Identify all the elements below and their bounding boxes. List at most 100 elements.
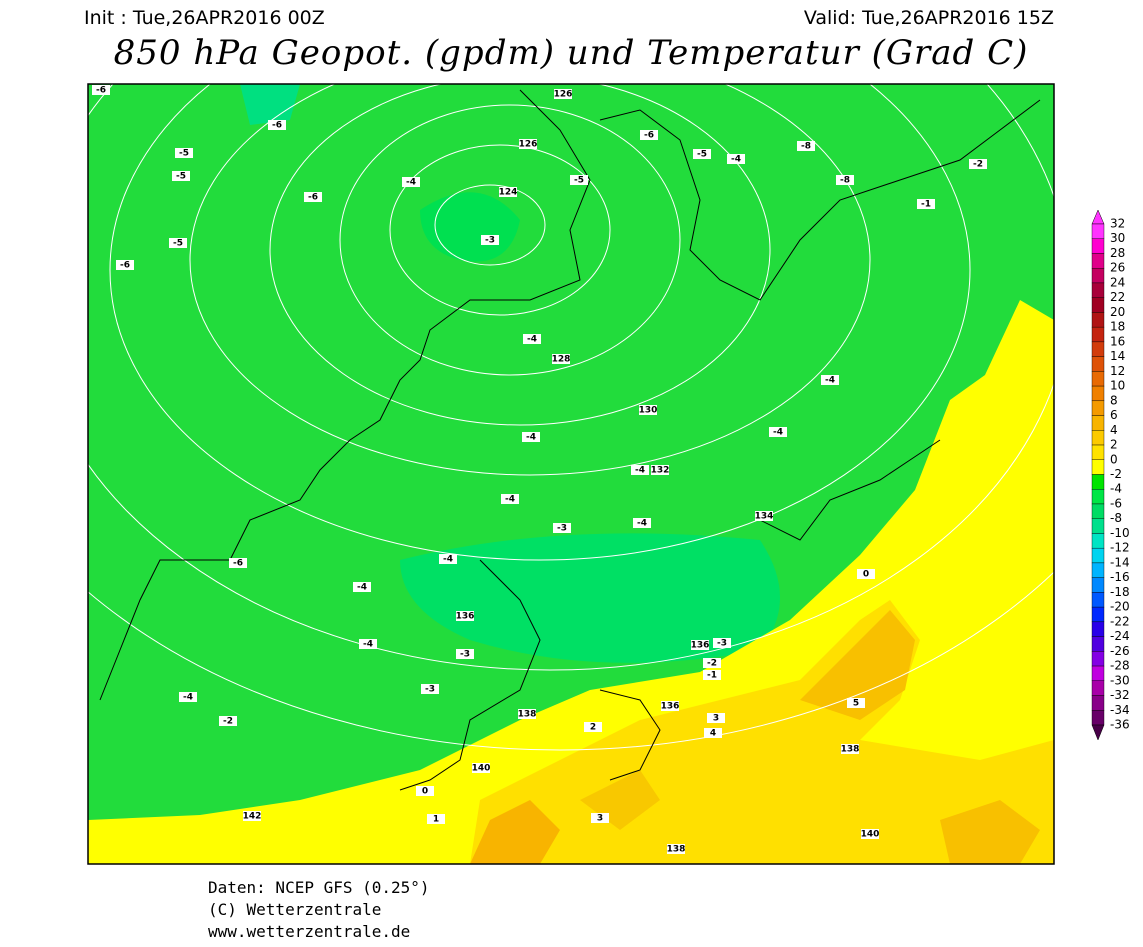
contour-label-box xyxy=(421,684,439,694)
contour-label: -2 xyxy=(973,160,983,170)
contour-label-box xyxy=(797,141,815,151)
contour-label: -5 xyxy=(176,172,186,182)
contour-label: -6 xyxy=(644,131,654,141)
contour-label: -4 xyxy=(635,466,645,476)
colorbar-swatch xyxy=(1091,606,1105,623)
colorbar-swatch xyxy=(1091,621,1105,637)
colorbar-label: -2 xyxy=(1110,467,1122,481)
contour-label: 140 xyxy=(861,830,880,840)
contour-label: 3 xyxy=(597,814,603,824)
contour-label-box xyxy=(481,235,499,245)
contour-label: 136 xyxy=(456,612,475,622)
contour-label: 124 xyxy=(499,188,518,198)
colorbar-swatch xyxy=(1091,665,1105,681)
colorbar-label: 20 xyxy=(1110,305,1125,319)
height-contours xyxy=(88,84,1054,751)
contour-label-box xyxy=(703,658,721,668)
colorbar-label: -12 xyxy=(1110,541,1130,555)
cold-patch xyxy=(240,84,300,125)
colorbar-swatch xyxy=(1091,282,1105,298)
contour-label-box xyxy=(552,354,570,364)
contour-label-box xyxy=(713,638,731,648)
contour-label-box xyxy=(219,716,237,726)
contour-label-box xyxy=(755,511,773,521)
contour-label: -4 xyxy=(637,519,647,529)
colorbar-swatch xyxy=(1091,636,1105,652)
colorbar-swatch xyxy=(1091,253,1105,269)
contour-label-box xyxy=(92,85,110,95)
colorbar-swatch xyxy=(1091,518,1105,534)
colorbar-swatch xyxy=(1091,297,1105,313)
contour-label: 0 xyxy=(863,570,869,580)
contour-label-box xyxy=(519,139,537,149)
colorbar-swatch xyxy=(1091,238,1105,254)
colorbar-label: -36 xyxy=(1110,718,1130,732)
colorbar-swatch xyxy=(1091,651,1105,667)
colorbar-swatch xyxy=(1091,312,1105,328)
contour-label-box xyxy=(661,701,679,711)
contour-label-box xyxy=(570,175,588,185)
contour-label-box xyxy=(116,260,134,270)
contour-label-box xyxy=(836,175,854,185)
colorbar-swatch xyxy=(1091,695,1105,711)
contour-label-box xyxy=(703,670,721,680)
colorbar-label: 6 xyxy=(1110,408,1118,422)
colorbar-label: 24 xyxy=(1110,275,1125,289)
colorbar-swatch xyxy=(1091,430,1105,446)
colorbar-arrow-bottom xyxy=(1091,724,1105,741)
contour-label: -4 xyxy=(773,428,783,438)
colorbar-label: 26 xyxy=(1110,261,1125,275)
colorbar-swatch xyxy=(1091,356,1105,372)
contour-label: 134 xyxy=(755,512,774,522)
contour-label-box xyxy=(847,698,865,708)
contour-label: -8 xyxy=(801,142,811,152)
cool-zone xyxy=(400,533,780,663)
contour-label: 1 xyxy=(433,815,439,825)
contour-label-box xyxy=(499,187,517,197)
contour-label-box xyxy=(359,639,377,649)
colorbar-swatch xyxy=(1091,710,1105,726)
colorbar-label: 28 xyxy=(1110,246,1125,260)
contour-label-box xyxy=(584,722,602,732)
contour-label-box xyxy=(969,159,987,169)
colorbar-label: -26 xyxy=(1110,644,1130,658)
contour-label: -5 xyxy=(574,176,584,186)
contour-label-box xyxy=(704,728,722,738)
contour-label-box xyxy=(651,465,669,475)
contour-label-box xyxy=(522,432,540,442)
contour-label: -3 xyxy=(557,524,567,534)
colorbar-swatch xyxy=(1091,503,1105,519)
contour-label-box xyxy=(439,554,457,564)
contour-label: 136 xyxy=(691,641,710,651)
colorbar-swatch xyxy=(1091,680,1105,696)
contour-label-box xyxy=(707,713,725,723)
colorbar-label: -6 xyxy=(1110,496,1122,510)
contour-label: 126 xyxy=(519,140,538,150)
contour-label: -4 xyxy=(505,495,515,505)
contour-label: -4 xyxy=(731,155,741,165)
colorbar-swatch xyxy=(1091,474,1105,490)
colorbar-label: 32 xyxy=(1110,217,1125,231)
contour-label-box xyxy=(821,375,839,385)
contour-label: 126 xyxy=(554,90,573,100)
colorbar-swatch xyxy=(1091,489,1105,505)
colorbar-swatch xyxy=(1091,326,1105,343)
colorbar-label: -34 xyxy=(1110,703,1130,717)
colorbar-swatch xyxy=(1091,562,1105,578)
colorbar-label: 30 xyxy=(1110,231,1125,245)
footer-line: www.wetterzentrale.de xyxy=(208,922,410,941)
contour-label-box xyxy=(769,427,787,437)
contour-label: -6 xyxy=(96,86,106,96)
contour-label: -6 xyxy=(308,193,318,203)
colorbar-label: -14 xyxy=(1110,555,1130,569)
hot-patch-2 xyxy=(470,800,560,864)
contour-label-box xyxy=(268,120,286,130)
contour-label-box xyxy=(633,518,651,528)
colorbar-swatch xyxy=(1091,533,1105,549)
contour-label: 4 xyxy=(710,729,716,739)
contour-label: -6 xyxy=(233,559,243,569)
colorbar-label: 22 xyxy=(1110,290,1125,304)
contour-label: -5 xyxy=(179,149,189,159)
